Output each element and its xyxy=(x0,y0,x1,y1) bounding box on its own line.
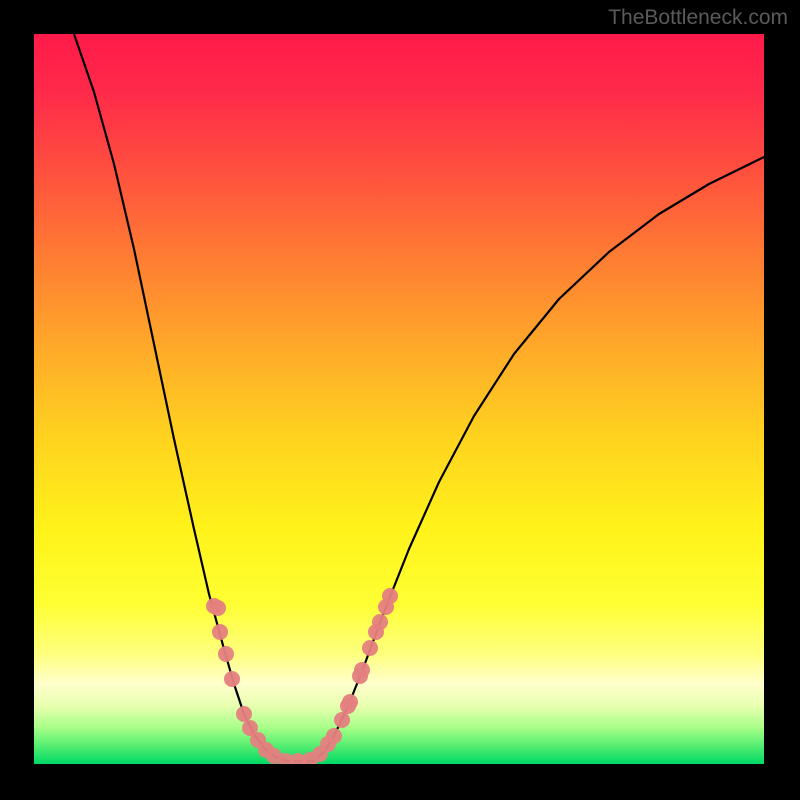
curve-markers xyxy=(206,588,398,764)
curve-line xyxy=(74,34,764,761)
marker-point xyxy=(362,640,378,656)
watermark-text: TheBottleneck.com xyxy=(608,6,788,30)
marker-point xyxy=(382,588,398,604)
marker-point xyxy=(218,646,234,662)
marker-point xyxy=(334,712,350,728)
marker-point xyxy=(326,728,342,744)
marker-point xyxy=(342,694,358,710)
marker-point xyxy=(224,671,240,687)
marker-point xyxy=(212,624,228,640)
marker-point xyxy=(372,614,388,630)
plot-area xyxy=(34,34,764,764)
marker-point xyxy=(354,662,370,678)
bottleneck-curve xyxy=(34,34,764,764)
marker-point xyxy=(236,706,252,722)
marker-point xyxy=(210,600,226,616)
